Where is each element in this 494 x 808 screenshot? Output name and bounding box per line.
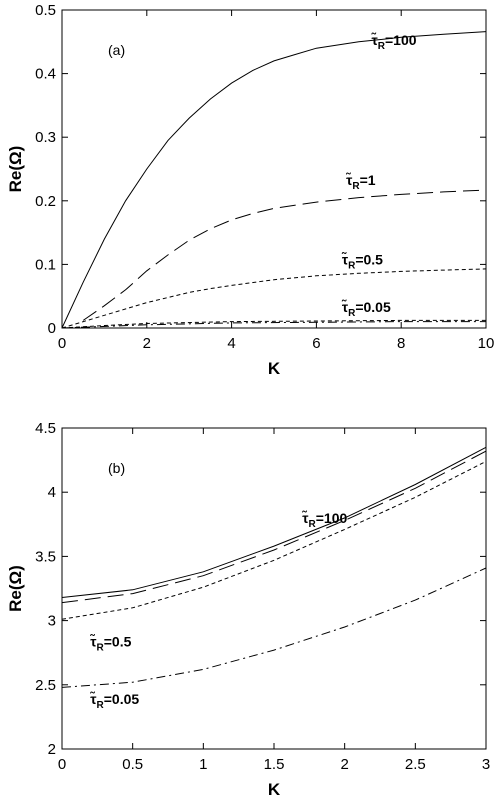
series-line-solid bbox=[61, 31, 487, 329]
x-tick-label: 2 bbox=[340, 756, 348, 773]
series-line-dashdot bbox=[61, 567, 487, 688]
x-tick-label: 8 bbox=[397, 335, 405, 352]
series-line-dotted bbox=[61, 268, 487, 329]
x-tick-label: 3 bbox=[482, 756, 490, 773]
curve-label: τ̃R=0.5 bbox=[341, 250, 383, 271]
panel-label: (b) bbox=[108, 460, 125, 476]
series-line-dotted bbox=[61, 460, 487, 620]
y-tick-label: 0.2 bbox=[35, 193, 56, 210]
curve-label: τ̃R=100 bbox=[371, 31, 417, 52]
x-axis-label: K bbox=[268, 780, 281, 799]
x-axis-label: K bbox=[268, 359, 281, 378]
y-tick-label: 2 bbox=[48, 741, 56, 758]
x-tick-label: 4 bbox=[227, 335, 235, 352]
x-tick-label: 2 bbox=[143, 335, 151, 352]
chart-panel-a: 0 2 4 6 8 10 0 0.1 0.2 0.3 0.4 0.5 K Re(Ω) (a) τ̃R=100 τ… bbox=[6, 2, 494, 378]
y-axis-label: Re(Ω) bbox=[6, 565, 25, 612]
x-tick-label: 2.5 bbox=[405, 756, 426, 773]
panel-label: (a) bbox=[108, 42, 125, 58]
y-tick-label: 0.3 bbox=[35, 129, 56, 146]
x-tick-label: 0 bbox=[58, 756, 66, 773]
x-tick-label: 10 bbox=[478, 335, 494, 352]
curve-label: τ̃R=1 bbox=[345, 171, 375, 192]
y-tick-label: 4.5 bbox=[35, 420, 56, 437]
series-line-dashed bbox=[82, 189, 487, 321]
curve-label: τ̃R=0.5 bbox=[90, 632, 132, 653]
series-line-dotted bbox=[61, 319, 486, 329]
series-line-dashed bbox=[61, 450, 487, 604]
y-tick-label: 0.5 bbox=[35, 2, 56, 19]
curve-label: τ̃R=100 bbox=[302, 509, 348, 530]
curve-label: τ̃R=0.05 bbox=[90, 690, 140, 711]
chart-panel-b: 0 0.5 1 1.5 2 2.5 3 2 2.5 3 3.5 4 4.5 K Re(Ω) (b) τ̃R=10… bbox=[6, 420, 490, 799]
x-tick-label: 1 bbox=[199, 756, 207, 773]
x-tick-label: 0 bbox=[58, 335, 66, 352]
y-tick-label: 2.5 bbox=[35, 677, 56, 694]
series-line-dashdot bbox=[61, 321, 486, 329]
y-axis-label: Re(Ω) bbox=[6, 146, 25, 193]
y-tick-label: 3.5 bbox=[35, 548, 56, 565]
y-tick-label: 0 bbox=[48, 320, 56, 337]
x-tick-label: 6 bbox=[312, 335, 320, 352]
series-line-solid bbox=[61, 446, 487, 598]
x-tick-label: 0.5 bbox=[122, 756, 143, 773]
y-tick-label: 4 bbox=[48, 484, 56, 501]
y-tick-label: 0.4 bbox=[35, 66, 56, 83]
y-tick-label: 0.1 bbox=[35, 256, 56, 273]
plot-frame bbox=[61, 9, 487, 329]
curve-label: τ̃R=0.05 bbox=[341, 298, 391, 319]
x-tick-label: 1.5 bbox=[264, 756, 285, 773]
y-tick-label: 3 bbox=[48, 613, 56, 630]
